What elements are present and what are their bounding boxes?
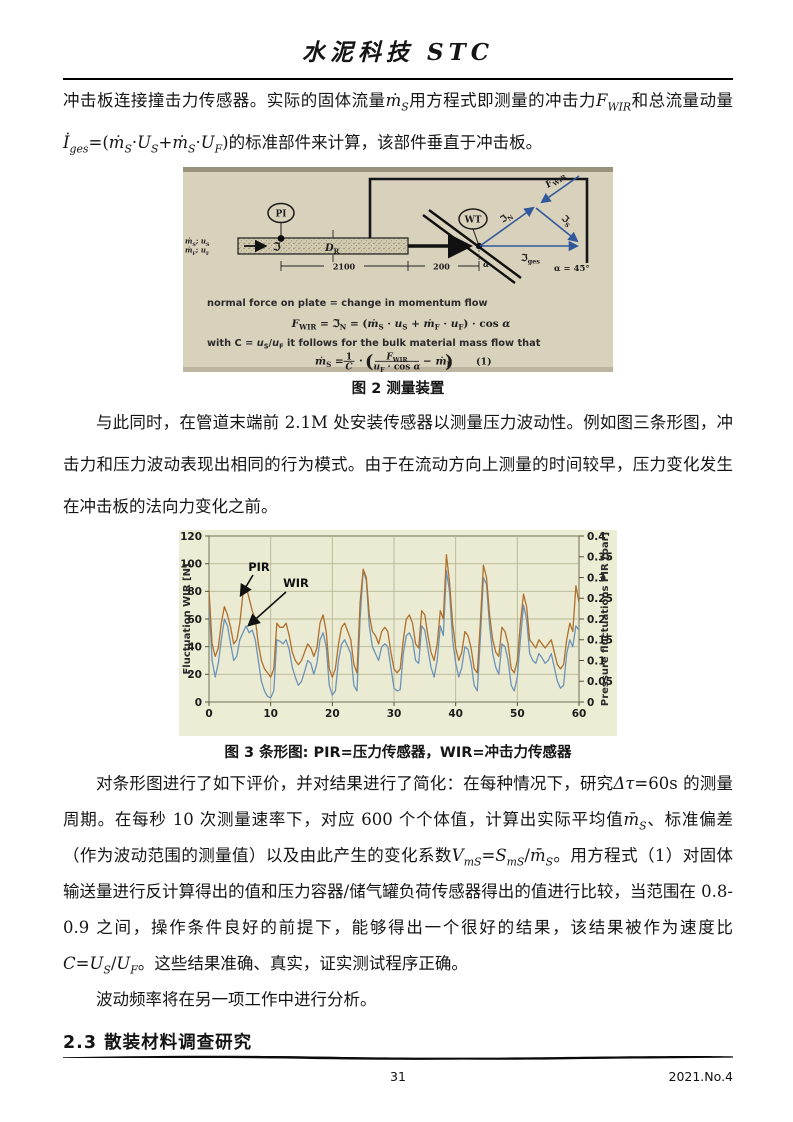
wt-leader — [472, 228, 479, 244]
x-tick-label: 30 — [387, 708, 402, 720]
figure-2-formula-2: ṁS = 1 C · ( FWIR uF · cos α − ṁF ) (1) — [315, 352, 492, 375]
y-right-tick-label: 0.05 — [587, 676, 613, 688]
x-tick-label: 20 — [325, 708, 340, 720]
chart-ticks: 0 10 20 30 40 50 6002040608010012000.050.10.15… — [180, 531, 613, 720]
y-left-tick-label: 100 — [180, 558, 202, 570]
footer-issue: 2021.No.4 — [668, 1069, 734, 1084]
y-right-tick-label: 0.25 — [587, 593, 613, 605]
pi-tap-dot — [277, 235, 285, 242]
paragraph-1: 冲击板连接撞击力传感器。实际的固体流量ṁS用方程式即测量的冲击力FWIR和总流量… — [63, 91, 734, 156]
pressure-gauge-label: PI — [276, 210, 287, 220]
page-content: 水泥科技 STC 冲击板连接撞击力传感器。实际的固体流量ṁS用方程式即测量的冲击… — [63, 0, 733, 1056]
y-right-tick-label: 0.2 — [587, 614, 606, 626]
annotation-wir: WIR — [283, 576, 309, 590]
impact-plate-back — [422, 214, 516, 284]
y-right-tick-label: 0.1 — [587, 655, 606, 667]
frac2-numerator: FWIR — [385, 353, 408, 365]
close-paren: ) — [445, 352, 454, 373]
footer-rule — [63, 1055, 733, 1060]
figure-2-caption: 图 2 测量装置 — [351, 381, 445, 397]
frac1-denominator: C — [345, 363, 353, 373]
x-tick-label: 10 — [263, 708, 278, 720]
x-tick-label: 50 — [510, 708, 525, 720]
paragraph-2: 与此同时，在管道末端前 2.1M 处安装传感器以测量压力波动性。例如图三条形图，… — [63, 413, 733, 516]
y-left-tick-label: 20 — [187, 669, 202, 681]
y-right-tick-label: 0.15 — [587, 635, 613, 647]
page-footer: 31 2021.No.4 — [63, 1048, 733, 1087]
y-right-tick-label: 0 — [587, 697, 594, 709]
annotation-pir: PIR — [248, 560, 270, 574]
figure-2-diagram: ℑ DR ṁS; uS ṁF; uF PI WT ℑN — [183, 167, 613, 375]
series-wir — [209, 569, 579, 699]
journal-title: 水泥科技 STC — [301, 39, 495, 66]
y-left-tick-label: 120 — [180, 531, 202, 543]
vector-momentum-s — [535, 207, 579, 243]
minus-term: − ṁF — [423, 356, 452, 370]
left-axis-label: Fluctuation WIR [N] — [182, 563, 193, 674]
x-tick-label: 0 — [205, 708, 212, 720]
vector-force-wir — [540, 175, 580, 204]
scan-shadow-top — [183, 167, 613, 172]
impact-plate-front — [428, 209, 522, 279]
annotation-wir-arrow — [247, 591, 287, 627]
y-left-tick-label: 60 — [187, 614, 202, 626]
figure-2: ℑ DR ṁS; uS ṁF; uF PI WT ℑN — [63, 164, 733, 376]
frac1-numerator: 1 — [346, 353, 352, 363]
vector-ges-label: ℑges — [520, 253, 540, 266]
inlet-label-fluid: ṁF; uF — [185, 246, 210, 258]
weight-transmitter-label: WT — [464, 216, 482, 226]
chart-grid — [209, 536, 579, 702]
angle-symbol: α — [483, 259, 489, 269]
dimension-200: 200 — [433, 262, 450, 272]
x-tick-label: 60 — [572, 708, 587, 720]
equation-number: (1) — [476, 357, 492, 368]
angle-value: α = 45° — [554, 264, 590, 274]
y-left-tick-label: 0 — [195, 697, 202, 709]
vector-momentum-normal — [479, 206, 535, 247]
y-left-tick-label: 40 — [187, 641, 202, 653]
footer-page-number: 31 — [390, 1069, 406, 1084]
scan-shadow-bottom — [183, 367, 613, 372]
footer-text: 31 2021.No.4 — [63, 1067, 733, 1087]
series-pir — [209, 554, 579, 678]
y-right-tick-label: 0.3 — [587, 572, 606, 584]
y-left-tick-label: 80 — [187, 586, 202, 598]
paragraph-4: 波动频率将在另一项工作中进行分析。 — [96, 990, 377, 1009]
y-right-tick-label: 0.35 — [587, 552, 613, 564]
formula-2-lhs: ṁS = — [315, 356, 344, 370]
header-rule — [63, 78, 733, 80]
dimension-lines — [280, 261, 480, 271]
figure-2-formula-1: FWIR = ℑN = (ṁS · uS + ṁF · uF) · cos α — [291, 318, 511, 332]
figure-3-caption: 图 3 条形图: PIR=压力传感器，WIR=冲击力传感器 — [224, 745, 572, 761]
open-paren: ( — [365, 352, 374, 373]
right-axis-label: Pressure fluctuations PIR [bar] — [600, 532, 611, 706]
chart-series — [209, 554, 579, 699]
dimension-2100: 2100 — [333, 262, 356, 272]
inlet-label-solids: ṁS; uS — [185, 237, 210, 249]
figure-3: 0 10 20 30 40 50 60 0 20 40 60 80 100 120 0 0.05 0.1 0.15… — [63, 528, 733, 740]
frac2-denominator: uF · cos α — [374, 363, 421, 373]
figure-2-condition: with C = uS/uF it follows for the bulk m… — [207, 338, 541, 351]
pipe-flow-symbol: ℑ — [272, 241, 281, 254]
x-tick-label: 40 — [448, 708, 463, 720]
figure-3-chart: 0 10 20 30 40 50 6002040608010012000.050.10.15… — [179, 530, 617, 736]
figure-2-statement: normal force on plate = change in moment… — [207, 298, 488, 309]
paragraph-3: 对条形图进行了如下评价，并对结果进行了简化：在每种情况下，研究Δτ=60s 的测… — [63, 774, 734, 977]
annotation-pir-arrow — [239, 574, 254, 598]
support-frame — [368, 177, 589, 263]
section-heading: 2.3 散装材料调查研究 — [63, 1033, 253, 1053]
multiplication-dot: · — [359, 355, 363, 368]
pipe-diameter-label: DR — [324, 243, 340, 256]
y-right-tick-label: 0.4 — [587, 531, 606, 543]
